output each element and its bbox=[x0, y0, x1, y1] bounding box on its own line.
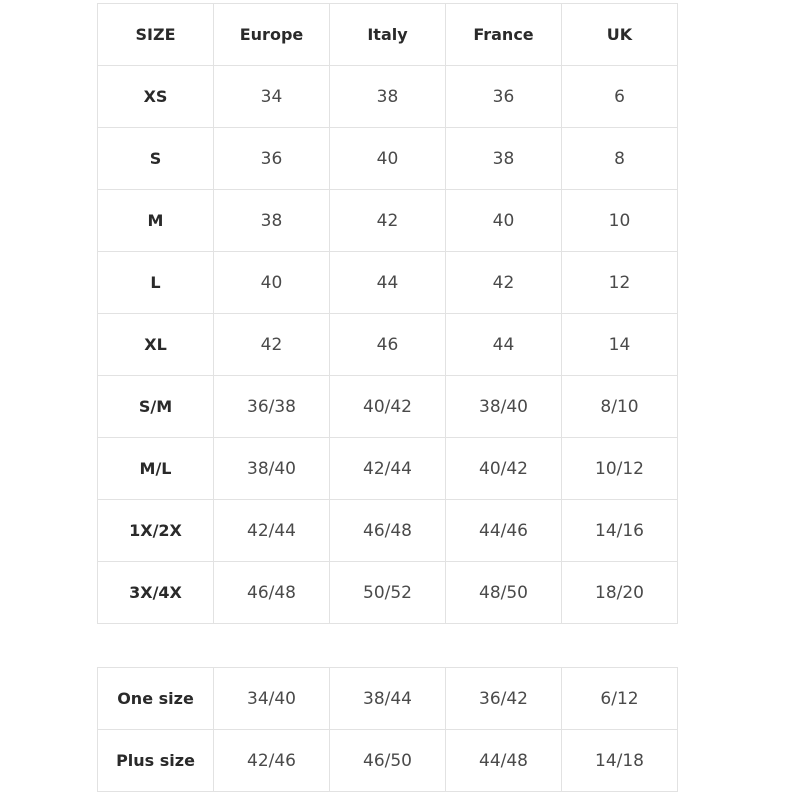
size-label-cell: S/M bbox=[97, 375, 214, 438]
size-value-cell: 40 bbox=[329, 127, 446, 190]
size-value-cell: 44/46 bbox=[445, 499, 562, 562]
size-value-cell: 10 bbox=[561, 189, 678, 252]
size-value-cell: 36/42 bbox=[445, 667, 562, 730]
size-value-cell: 14 bbox=[561, 313, 678, 376]
size-value-cell: 42/44 bbox=[213, 499, 330, 562]
table-row: Plus size 42/46 46/50 44/48 14/18 bbox=[97, 729, 678, 792]
size-label-cell: M/L bbox=[97, 437, 214, 500]
column-header: UK bbox=[561, 3, 678, 66]
size-value-cell: 42 bbox=[213, 313, 330, 376]
table-row: L 40 44 42 12 bbox=[97, 251, 678, 314]
size-value-cell: 42/46 bbox=[213, 729, 330, 792]
size-value-cell: 40 bbox=[213, 251, 330, 314]
size-value-cell: 44/48 bbox=[445, 729, 562, 792]
size-value-cell: 48/50 bbox=[445, 561, 562, 624]
size-value-cell: 46 bbox=[329, 313, 446, 376]
size-label-cell: L bbox=[97, 251, 214, 314]
table-row: 3X/4X 46/48 50/52 48/50 18/20 bbox=[97, 561, 678, 624]
size-value-cell: 18/20 bbox=[561, 561, 678, 624]
size-label-cell: XS bbox=[97, 65, 214, 128]
table-row: S/M 36/38 40/42 38/40 8/10 bbox=[97, 375, 678, 438]
size-value-cell: 42/44 bbox=[329, 437, 446, 500]
size-label-cell: One size bbox=[97, 667, 214, 730]
size-value-cell: 6 bbox=[561, 65, 678, 128]
size-label-cell: 3X/4X bbox=[97, 561, 214, 624]
column-header: Europe bbox=[213, 3, 330, 66]
one-size-plus-size-table: One size 34/40 38/44 36/42 6/12 Plus size 42/4… bbox=[97, 667, 678, 792]
size-label-cell: S bbox=[97, 127, 214, 190]
size-label-cell: 1X/2X bbox=[97, 499, 214, 562]
size-value-cell: 46/48 bbox=[329, 499, 446, 562]
size-value-cell: 44 bbox=[329, 251, 446, 314]
table-row: XS 34 38 36 6 bbox=[97, 65, 678, 128]
size-label-cell: XL bbox=[97, 313, 214, 376]
size-chart-table: SIZE Europe Italy France UK XS 34 38 36 6 S 36 40 38 8… bbox=[97, 3, 678, 624]
size-value-cell: 36 bbox=[445, 65, 562, 128]
size-value-cell: 42 bbox=[445, 251, 562, 314]
size-value-cell: 38/44 bbox=[329, 667, 446, 730]
header-row: SIZE Europe Italy France UK bbox=[97, 3, 678, 66]
size-value-cell: 38 bbox=[445, 127, 562, 190]
size-value-cell: 38/40 bbox=[213, 437, 330, 500]
size-value-cell: 14/18 bbox=[561, 729, 678, 792]
size-label-cell: M bbox=[97, 189, 214, 252]
size-value-cell: 38/40 bbox=[445, 375, 562, 438]
size-value-cell: 12 bbox=[561, 251, 678, 314]
size-value-cell: 40/42 bbox=[329, 375, 446, 438]
table-row: M/L 38/40 42/44 40/42 10/12 bbox=[97, 437, 678, 500]
table-row: M 38 42 40 10 bbox=[97, 189, 678, 252]
size-value-cell: 38 bbox=[213, 189, 330, 252]
column-header: France bbox=[445, 3, 562, 66]
size-value-cell: 36 bbox=[213, 127, 330, 190]
size-value-cell: 8/10 bbox=[561, 375, 678, 438]
size-value-cell: 44 bbox=[445, 313, 562, 376]
size-value-cell: 40 bbox=[445, 189, 562, 252]
size-value-cell: 14/16 bbox=[561, 499, 678, 562]
size-label-cell: Plus size bbox=[97, 729, 214, 792]
size-value-cell: 10/12 bbox=[561, 437, 678, 500]
size-value-cell: 34/40 bbox=[213, 667, 330, 730]
table-row: XL 42 46 44 14 bbox=[97, 313, 678, 376]
size-value-cell: 36/38 bbox=[213, 375, 330, 438]
size-value-cell: 38 bbox=[329, 65, 446, 128]
size-value-cell: 50/52 bbox=[329, 561, 446, 624]
size-value-cell: 46/48 bbox=[213, 561, 330, 624]
size-value-cell: 46/50 bbox=[329, 729, 446, 792]
size-value-cell: 42 bbox=[329, 189, 446, 252]
size-value-cell: 8 bbox=[561, 127, 678, 190]
table-row: One size 34/40 38/44 36/42 6/12 bbox=[97, 667, 678, 730]
column-header: SIZE bbox=[97, 3, 214, 66]
table-row: 1X/2X 42/44 46/48 44/46 14/16 bbox=[97, 499, 678, 562]
size-value-cell: 40/42 bbox=[445, 437, 562, 500]
column-header: Italy bbox=[329, 3, 446, 66]
table-row: S 36 40 38 8 bbox=[97, 127, 678, 190]
size-value-cell: 6/12 bbox=[561, 667, 678, 730]
size-value-cell: 34 bbox=[213, 65, 330, 128]
